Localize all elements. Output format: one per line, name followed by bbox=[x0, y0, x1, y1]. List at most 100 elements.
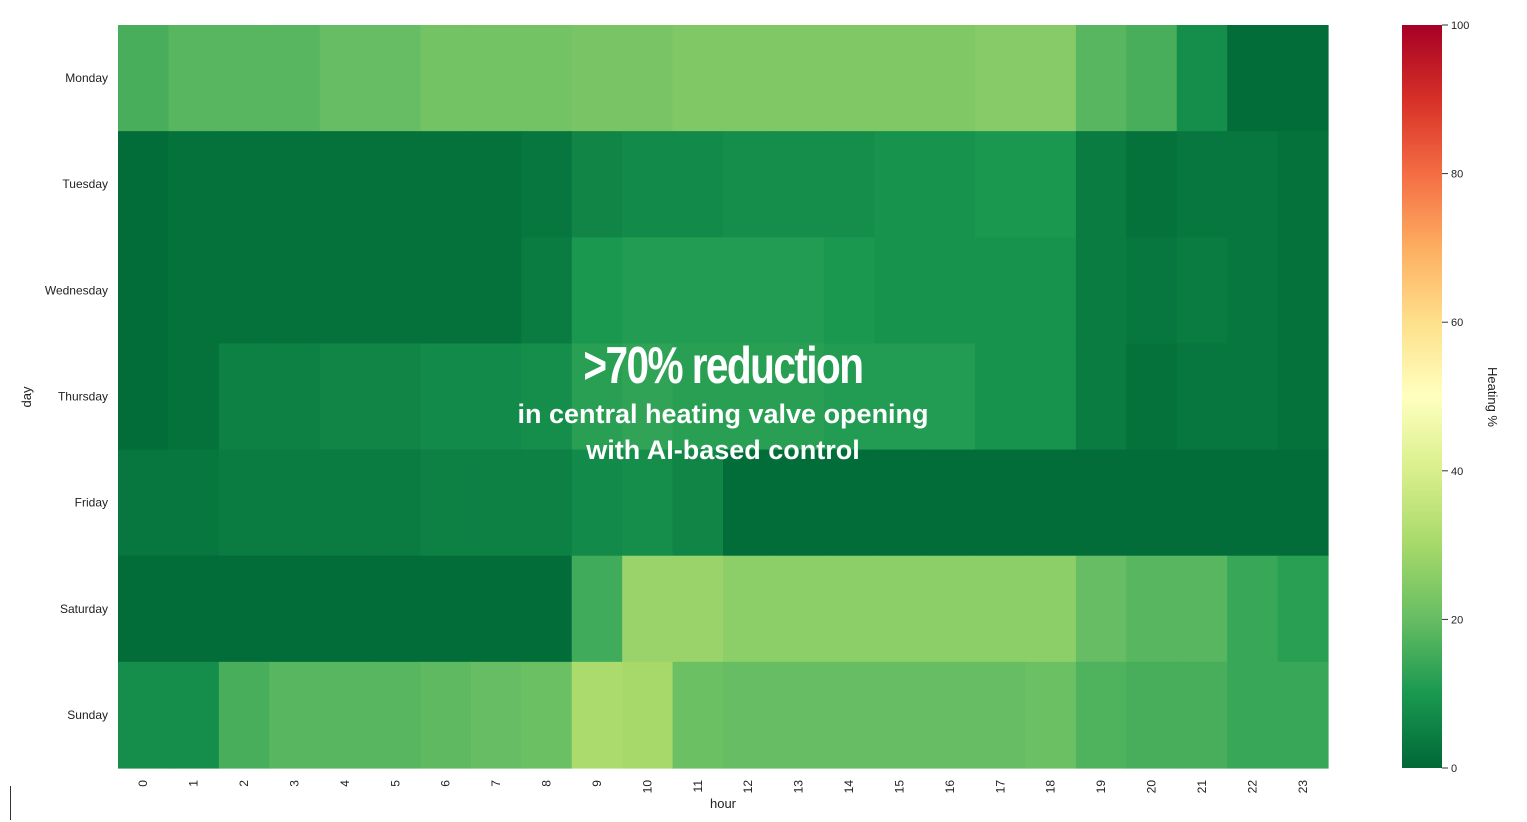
heatmap-cell bbox=[1227, 661, 1279, 769]
heatmap-cell bbox=[1075, 343, 1127, 451]
heatmap-cell bbox=[521, 661, 573, 769]
heatmap-cell bbox=[1277, 237, 1329, 345]
heatmap-cell bbox=[521, 449, 573, 557]
heatmap-cell bbox=[420, 131, 472, 238]
x-tick-label: 12 bbox=[741, 780, 755, 794]
heatmap-cell bbox=[723, 555, 775, 663]
heatmap-cell bbox=[874, 237, 926, 345]
y-tick-label: Tuesday bbox=[62, 177, 108, 191]
heatmap-cell bbox=[1227, 131, 1279, 238]
heatmap-cell bbox=[269, 555, 321, 663]
heatmap-cell bbox=[1176, 131, 1228, 238]
heatmap-cell bbox=[269, 449, 321, 557]
x-tick-label: 15 bbox=[892, 780, 906, 794]
heatmap-cell bbox=[218, 25, 270, 132]
heatmap-cell bbox=[723, 25, 775, 132]
heatmap-cell bbox=[1025, 343, 1077, 451]
heatmap-cell bbox=[168, 661, 220, 769]
heatmap-cell bbox=[1126, 237, 1178, 345]
heatmap-cell bbox=[521, 555, 573, 663]
heatmap-cell bbox=[975, 449, 1027, 557]
heatmap-cell bbox=[723, 131, 775, 238]
heatmap-cell bbox=[975, 661, 1027, 769]
heatmap-cell bbox=[672, 131, 724, 238]
heatmap-cell bbox=[1227, 555, 1279, 663]
heatmap-cell bbox=[168, 449, 220, 557]
heatmap-cell bbox=[1075, 449, 1127, 557]
heatmap-cells bbox=[118, 25, 1329, 769]
annotation-headline: >70% reduction bbox=[583, 337, 864, 395]
heatmap-cell bbox=[319, 555, 371, 663]
heatmap-cell bbox=[773, 343, 825, 451]
heatmap-cell bbox=[571, 661, 623, 769]
heatmap-cell bbox=[672, 343, 724, 451]
heatmap-cell bbox=[218, 555, 270, 663]
annotation-line-2: with AI-based control bbox=[586, 435, 860, 465]
heatmap-cell bbox=[118, 237, 170, 345]
heatmap-cell bbox=[1126, 555, 1178, 663]
heatmap-cell bbox=[470, 449, 522, 557]
x-tick-label: 21 bbox=[1195, 780, 1209, 794]
heatmap-cell bbox=[269, 25, 321, 132]
heatmap-cell bbox=[1126, 25, 1178, 132]
heatmap-cell bbox=[1126, 661, 1178, 769]
heatmap-cell bbox=[622, 661, 674, 769]
heatmap-cell bbox=[168, 131, 220, 238]
heatmap-cell bbox=[1025, 237, 1077, 345]
x-tick-label: 3 bbox=[287, 780, 301, 787]
heatmap-cell bbox=[1126, 131, 1178, 238]
heatmap-cell bbox=[773, 661, 825, 769]
x-tick-label: 18 bbox=[1044, 780, 1058, 794]
heatmap-cell bbox=[723, 449, 775, 557]
heatmap-cell bbox=[319, 343, 371, 451]
heatmap-cell bbox=[118, 449, 170, 557]
heatmap-cell bbox=[1025, 555, 1077, 663]
heatmap-cell bbox=[1176, 449, 1228, 557]
colorbar-ticks: 0 20 40 60 80 100 bbox=[1442, 20, 1469, 775]
x-tick-label: 9 bbox=[590, 780, 604, 787]
x-tick-label: 5 bbox=[388, 780, 402, 787]
heatmap-cell bbox=[1025, 449, 1077, 557]
text-cursor bbox=[10, 786, 11, 820]
heatmap-cell bbox=[874, 555, 926, 663]
heatmap-cell bbox=[1025, 131, 1077, 238]
heatmap-cell bbox=[924, 661, 976, 769]
heatmap-cell bbox=[1277, 555, 1329, 663]
heatmap-cell bbox=[975, 25, 1027, 132]
heatmap-cell bbox=[1075, 237, 1127, 345]
heatmap-cell bbox=[269, 237, 321, 345]
heatmap-cell bbox=[571, 25, 623, 132]
x-tick-label: 1 bbox=[187, 780, 201, 787]
heatmap-cell bbox=[1277, 661, 1329, 769]
heatmap-cell bbox=[571, 343, 623, 451]
heatmap-cell bbox=[924, 237, 976, 345]
heatmap-cell bbox=[1227, 449, 1279, 557]
heatmap-cell bbox=[823, 449, 875, 557]
x-tick-label: 19 bbox=[1094, 780, 1108, 794]
heatmap-cell bbox=[521, 237, 573, 345]
heatmap-cell bbox=[420, 343, 472, 451]
x-tick-label: 6 bbox=[439, 780, 453, 787]
heatmap-cell bbox=[1075, 661, 1127, 769]
heatmap-cell bbox=[218, 661, 270, 769]
colorbar-tick-label: 20 bbox=[1451, 614, 1463, 626]
heatmap-cell bbox=[168, 25, 220, 132]
x-tick-label: 20 bbox=[1145, 780, 1159, 794]
colorbar-tick-label: 80 bbox=[1451, 169, 1463, 181]
heatmap-cell bbox=[622, 449, 674, 557]
heatmap-cell bbox=[1277, 25, 1329, 132]
heatmap-cell bbox=[773, 237, 825, 345]
x-tick-label: 11 bbox=[691, 780, 705, 793]
heatmap-cell bbox=[521, 131, 573, 238]
heatmap-cell bbox=[470, 661, 522, 769]
heatmap-cell bbox=[773, 131, 825, 238]
heatmap-cell bbox=[823, 661, 875, 769]
heatmap-cell bbox=[975, 343, 1027, 451]
heatmap-cell bbox=[1227, 343, 1279, 451]
heatmap-cell bbox=[823, 237, 875, 345]
y-tick-label: Saturday bbox=[60, 602, 108, 616]
heatmap-cell bbox=[118, 131, 170, 238]
heatmap-cell bbox=[672, 555, 724, 663]
heatmap-cell bbox=[370, 131, 422, 238]
heatmap-cell bbox=[622, 343, 674, 451]
